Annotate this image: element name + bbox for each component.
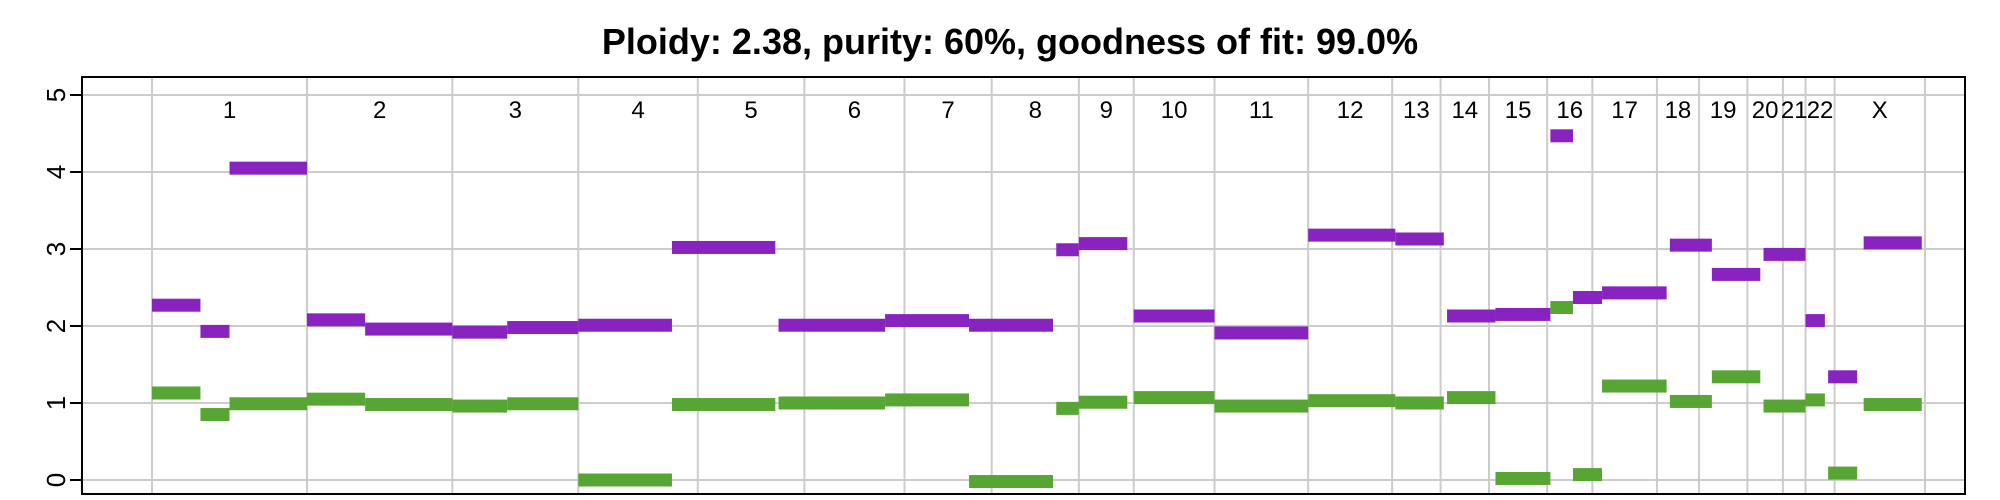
minor-segment — [1395, 396, 1444, 410]
minor-segment — [1214, 399, 1309, 413]
chromosome-label-20: 20 — [1752, 97, 1779, 124]
chromosome-label-13: 13 — [1403, 97, 1430, 124]
minor-segment — [969, 475, 1054, 489]
total-segment — [229, 161, 308, 175]
minor-segment — [152, 386, 201, 400]
total-segment — [200, 324, 230, 338]
chromosome-label-11: 11 — [1249, 97, 1274, 124]
chromosome-label-9: 9 — [1100, 97, 1113, 124]
minor-segment — [1495, 471, 1551, 485]
minor-segment — [1669, 394, 1712, 408]
total-segment — [1572, 291, 1603, 305]
minor-segment — [452, 399, 508, 413]
total-segment — [1214, 326, 1309, 340]
chromosome-label-16: 16 — [1556, 97, 1583, 124]
total-segment — [1395, 232, 1444, 246]
chromosome-label-14: 14 — [1451, 97, 1478, 124]
total-segment — [1669, 238, 1712, 252]
chromosome-label-4: 4 — [631, 97, 644, 124]
chromosome-label-19: 19 — [1710, 97, 1737, 124]
total-segment — [578, 318, 672, 332]
minor-segment — [1828, 466, 1858, 480]
segments — [152, 129, 1922, 489]
total-segment — [1550, 129, 1573, 143]
chromosome-label-3: 3 — [509, 97, 522, 124]
y-axis: 0 1 2 3 4 5 — [41, 88, 83, 487]
total-segment — [969, 318, 1054, 332]
total-segment — [1495, 307, 1551, 321]
chromosome-label-10: 10 — [1161, 97, 1188, 124]
total-segment — [307, 313, 366, 327]
chromosome-label-12: 12 — [1337, 97, 1364, 124]
grid-layer — [82, 77, 1965, 494]
total-segment — [885, 314, 970, 328]
minor-segment — [1602, 379, 1667, 393]
total-segment — [1308, 228, 1396, 242]
minor-segment — [1078, 395, 1128, 409]
minor-segment — [307, 392, 366, 406]
total-segment — [1447, 309, 1496, 323]
total-segment — [507, 321, 579, 335]
minor-segment — [1056, 401, 1079, 415]
minor-segment — [578, 473, 672, 487]
minor-segment — [1711, 370, 1761, 384]
chromosome-label-7: 7 — [941, 97, 954, 124]
chromosome-labels: 1 2 3 4 5 6 7 8 9 10 11 12 13 14 15 16 17 18 19 20 21 22 X — [223, 97, 1888, 124]
chromosome-label-6: 6 — [848, 97, 861, 124]
minor-segment — [1763, 399, 1806, 413]
chromosome-label-18: 18 — [1665, 97, 1692, 124]
chromosome-label-8: 8 — [1029, 97, 1042, 124]
total-segment — [1056, 243, 1079, 257]
minor-segment — [200, 408, 230, 422]
total-segment — [1805, 314, 1825, 328]
plot-frame — [81, 76, 1966, 495]
y-tick-label: 1 — [41, 396, 71, 410]
total-segment — [452, 325, 508, 339]
total-segment — [1602, 286, 1667, 300]
chromosome-label-2: 2 — [373, 97, 386, 124]
total-segment — [1133, 309, 1215, 323]
y-tick-label: 3 — [41, 242, 71, 256]
total-segment — [778, 318, 886, 332]
total-segment — [671, 240, 776, 254]
total-segment — [1828, 370, 1858, 384]
minor-segment — [1550, 301, 1573, 315]
total-segment — [365, 322, 453, 336]
chromosome-label-15: 15 — [1505, 97, 1532, 124]
minor-segment — [365, 398, 453, 412]
minor-segment — [1805, 393, 1825, 407]
minor-segment — [1133, 391, 1215, 405]
minor-segment — [507, 397, 579, 411]
minor-segment — [1447, 391, 1496, 405]
minor-segment — [1863, 398, 1922, 412]
minor-segment — [229, 397, 308, 411]
minor-segment — [778, 396, 886, 410]
minor-segment — [671, 398, 776, 412]
chromosome-label-22: 22 — [1807, 97, 1834, 124]
chart-title: Ploidy: 2.38, purity: 60%, goodness of f… — [602, 21, 1418, 62]
y-tick-label: 0 — [41, 473, 71, 487]
total-segment — [1863, 236, 1922, 250]
chromosome-label-X: X — [1872, 97, 1888, 124]
total-segment — [1711, 267, 1761, 281]
chromosome-label-5: 5 — [744, 97, 757, 124]
minor-segment — [1308, 394, 1396, 408]
total-segment — [1078, 237, 1128, 251]
minor-segment — [1572, 468, 1603, 482]
total-segment — [152, 298, 201, 312]
minor-segment — [885, 393, 970, 407]
total-segment — [1763, 247, 1806, 261]
y-tick-label: 2 — [41, 319, 71, 333]
chromosome-label-1: 1 — [223, 97, 236, 124]
y-tick-label: 4 — [41, 165, 71, 179]
chromosome-label-17: 17 — [1611, 97, 1638, 124]
chromosome-label-21: 21 — [1781, 97, 1808, 124]
y-tick-label: 5 — [41, 88, 71, 102]
